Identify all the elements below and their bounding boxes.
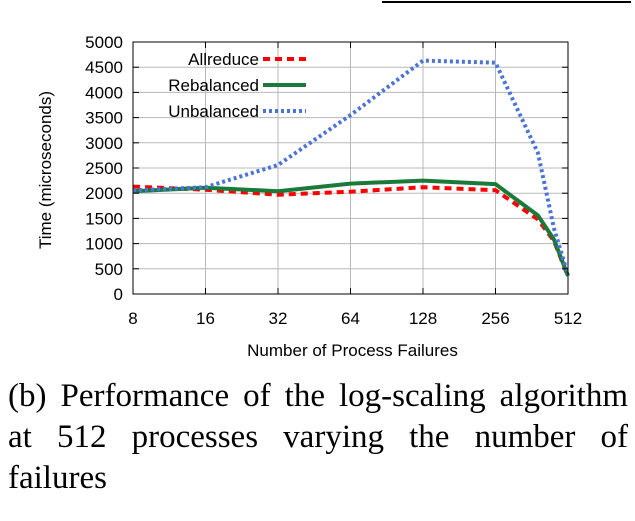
x-tick-label: 16 (196, 309, 215, 328)
y-tick-label: 3000 (85, 134, 123, 153)
series-line-rebalanced (132, 178, 570, 277)
y-tick-label: 1000 (85, 235, 123, 254)
figure-caption: (b) Performance of the log-scaling algor… (8, 378, 628, 496)
y-tick-label: 2000 (85, 184, 123, 203)
y-tick-label: 5000 (85, 33, 123, 52)
x-tick-label: 128 (409, 309, 437, 328)
x-tick-label: 256 (481, 309, 509, 328)
series-lines (132, 58, 570, 278)
y-tick-label: 3500 (85, 109, 123, 128)
y-tick-label: 1500 (85, 209, 123, 228)
chart: 0 500 1000 1500 2000 2500 3000 3500 4000 4500 5000… (36, 1, 631, 360)
x-axis-title: Number of Process Failures (247, 341, 458, 360)
y-tick-label: 4000 (85, 83, 123, 102)
y-tick-label: 0 (114, 285, 123, 304)
x-tick-label: 64 (341, 309, 360, 328)
y-tick-label: 4500 (85, 58, 123, 77)
x-tick-label: 512 (554, 309, 582, 328)
legend: Allreduce Rebalanced Unbalanced (168, 50, 306, 121)
legend-label-rebalanced: Rebalanced (168, 76, 259, 95)
x-tick-label: 8 (128, 309, 137, 328)
legend-label-unbalanced: Unbalanced (168, 102, 259, 121)
y-tick-label: 500 (95, 260, 123, 279)
axis-ticks: 0 500 1000 1500 2000 2500 3000 3500 4000 4500 5000… (85, 33, 582, 328)
y-axis-title: Time (microseconds) (36, 91, 55, 249)
series-line-unbalanced (132, 58, 570, 276)
x-tick-label: 32 (269, 309, 288, 328)
legend-label-allreduce: Allreduce (188, 50, 259, 69)
y-tick-label: 2500 (85, 159, 123, 178)
